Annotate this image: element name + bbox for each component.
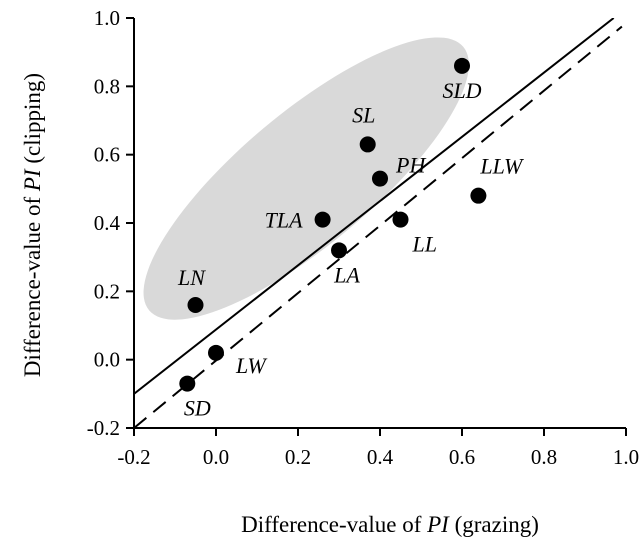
group-ellipse: [143, 37, 469, 320]
data-point-ph: [372, 170, 388, 187]
point-label-lw: LW: [235, 353, 267, 378]
point-label-ln: LN: [177, 265, 206, 290]
point-label-sl: SL: [352, 102, 375, 127]
x-tick-label: 0.0: [203, 445, 229, 469]
point-label-la: LA: [333, 262, 360, 287]
y-tick-label: 0.4: [94, 211, 121, 235]
point-label-sd: SD: [184, 396, 211, 421]
point-label-sld: SLD: [442, 78, 481, 103]
y-tick-label: -0.2: [87, 416, 120, 440]
x-tick-label: 0.2: [285, 445, 311, 469]
point-label-tla: TLA: [265, 208, 303, 233]
data-point-ll: [392, 211, 409, 228]
data-point-la: [331, 242, 347, 259]
y-tick-label: 0.0: [94, 348, 120, 372]
solid-reference-line: [134, 18, 615, 395]
x-tick-label: 1.0: [613, 445, 639, 469]
x-tick-label: 0.8: [531, 445, 557, 469]
x-tick-label: 0.6: [449, 445, 475, 469]
data-point-ln: [187, 297, 204, 313]
y-tick-label: 0.2: [94, 279, 120, 303]
y-axis-title: Difference-value of PI (clipping): [20, 73, 45, 377]
data-point-sld: [454, 57, 470, 74]
data-point-tla: [314, 211, 331, 228]
x-tick-label: -0.2: [117, 445, 150, 469]
data-point-sl: [359, 136, 376, 153]
data-point-llw: [470, 187, 487, 204]
point-label-llw: LLW: [479, 154, 524, 179]
x-axis-title: Difference-value of PI (grazing): [241, 512, 539, 537]
data-point-lw: [208, 344, 224, 361]
point-label-ph: PH: [395, 153, 426, 178]
point-label-ll: LL: [412, 232, 437, 257]
dashed-fit-line: [134, 25, 623, 428]
x-tick-label: 0.4: [367, 445, 394, 469]
y-tick-label: 0.8: [94, 74, 120, 98]
data-point-sd: [179, 375, 196, 392]
y-tick-label: 0.6: [94, 143, 120, 167]
y-tick-label: 1.0: [94, 6, 120, 30]
